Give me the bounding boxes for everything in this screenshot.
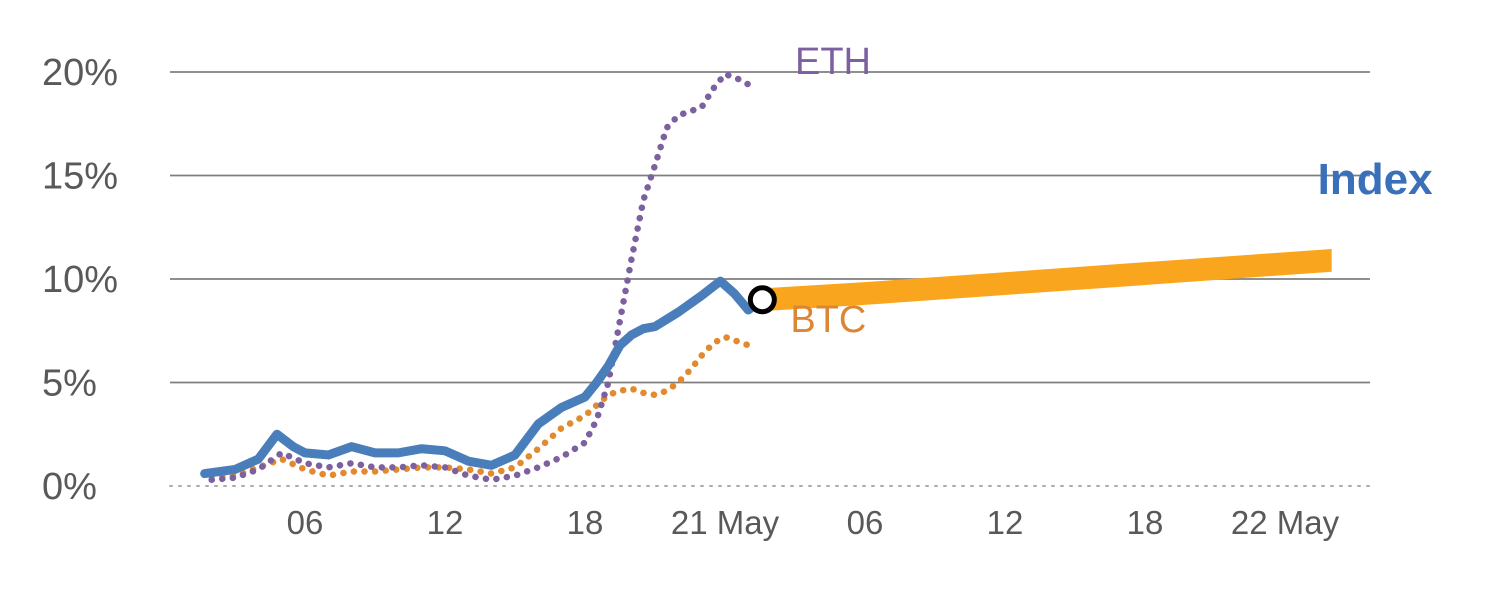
x-tick-label: 18	[567, 504, 604, 541]
x-tick-label: 12	[987, 504, 1024, 541]
current-value-marker	[747, 285, 777, 315]
y-tick-label: 10%	[42, 259, 118, 301]
x-tick-label: 18	[1127, 504, 1164, 541]
y-tick-label: 0%	[42, 466, 97, 508]
btc-line	[208, 333, 752, 479]
x-tick-label: 12	[427, 504, 464, 541]
forecast-band	[762, 248, 1332, 312]
x-tick-label: 06	[847, 504, 884, 541]
btc-series-label: BTC	[790, 299, 867, 342]
eth-series-label: ETH	[794, 40, 871, 83]
x-tick-label: 21 May	[671, 504, 780, 541]
index-series-label: Index	[1317, 154, 1433, 204]
y-tick-label: 5%	[42, 363, 97, 405]
index-line	[200, 276, 767, 479]
x-tick-label: 06	[287, 504, 324, 541]
y-tick-label: 15%	[42, 156, 118, 198]
y-tick-label: 20%	[42, 52, 118, 94]
eth-line	[208, 70, 752, 484]
x-tick-label: 22 May	[1231, 504, 1340, 541]
